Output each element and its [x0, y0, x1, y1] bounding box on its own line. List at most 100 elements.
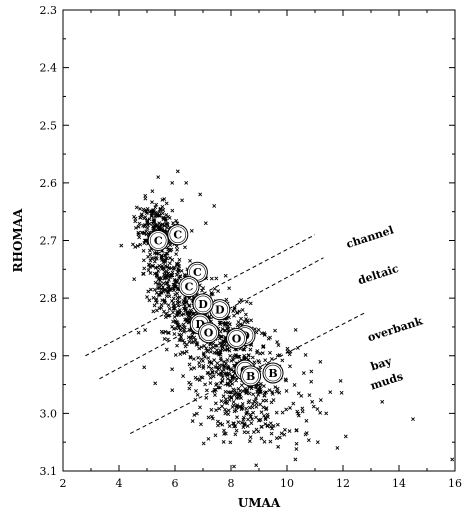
x-tick-label: 16 [448, 477, 462, 490]
data-point [218, 385, 222, 390]
data-point [244, 356, 249, 361]
data-point [218, 341, 222, 346]
data-point [245, 388, 250, 392]
data-point [275, 353, 280, 358]
y-tick-label: 2.6 [40, 177, 58, 190]
data-point [241, 425, 246, 430]
data-point [166, 266, 171, 271]
data-point [284, 407, 289, 412]
data-point [245, 430, 250, 435]
data-point [152, 259, 157, 264]
data-point [211, 341, 216, 346]
data-point [208, 342, 213, 347]
x-tick-label: 2 [60, 477, 67, 490]
data-point [268, 424, 273, 429]
data-point [234, 428, 239, 433]
data-point [300, 406, 305, 411]
data-point [257, 418, 262, 423]
data-point [204, 395, 209, 400]
data-point [219, 371, 224, 376]
data-point [176, 312, 181, 317]
data-point [240, 308, 245, 312]
data-point [183, 308, 188, 313]
data-point [151, 309, 156, 314]
data-point [274, 410, 279, 415]
data-point [335, 446, 340, 450]
data-point [295, 409, 300, 414]
data-point [209, 361, 214, 366]
data-point [156, 277, 161, 282]
data-point [149, 287, 153, 292]
data-point [167, 330, 171, 335]
data-point [148, 271, 153, 276]
data-point [275, 386, 280, 391]
data-point [247, 399, 252, 403]
data-point [166, 214, 171, 219]
data-point [211, 345, 216, 350]
data-point [294, 428, 299, 432]
data-point [176, 303, 181, 308]
data-point [158, 207, 163, 212]
data-point [134, 205, 139, 210]
data-point [268, 350, 272, 355]
data-point [276, 444, 281, 449]
data-point [303, 353, 308, 357]
data-point [206, 356, 211, 360]
data-point [163, 253, 168, 258]
data-point [175, 298, 180, 303]
data-point [294, 447, 299, 451]
data-point [152, 287, 157, 292]
data-point [147, 298, 152, 303]
data-point [244, 390, 249, 394]
data-point [303, 432, 308, 437]
data-point [172, 306, 177, 311]
data-point [258, 351, 263, 356]
data-point [287, 352, 292, 357]
data-point [188, 355, 193, 360]
data-point [222, 328, 227, 333]
data-point [174, 326, 178, 331]
data-point [177, 295, 182, 300]
data-point [214, 408, 219, 413]
data-point [293, 457, 298, 462]
data-point [212, 286, 217, 291]
data-point [167, 261, 172, 266]
data-point [200, 375, 205, 380]
data-point [249, 421, 254, 426]
data-point [141, 248, 146, 253]
data-point [214, 383, 218, 387]
data-point [209, 366, 214, 371]
data-point [242, 422, 247, 427]
data-point [166, 303, 171, 307]
data-point [252, 399, 257, 404]
data-point [223, 431, 228, 436]
data-point [158, 282, 162, 286]
data-point [218, 329, 223, 334]
data-point [259, 436, 264, 441]
data-point [166, 289, 171, 294]
data-point [225, 401, 230, 406]
data-point [189, 367, 193, 371]
data-point [240, 405, 245, 410]
data-point [138, 242, 143, 247]
data-point [269, 357, 274, 362]
data-point [294, 441, 299, 446]
data-point [167, 306, 172, 311]
data-point [230, 404, 235, 409]
data-point [157, 293, 162, 297]
data-point [220, 327, 225, 331]
data-point [164, 222, 168, 226]
data-point [142, 365, 147, 370]
labeled-point-inner-ring [189, 263, 206, 281]
data-point [214, 351, 219, 355]
data-point [233, 424, 238, 429]
data-point [221, 368, 226, 372]
data-point [178, 274, 183, 279]
data-point [261, 398, 266, 403]
data-point [159, 287, 164, 292]
labeled-point-inner-ring [149, 232, 167, 249]
data-point [311, 404, 316, 409]
data-point [214, 276, 219, 281]
zone-annotation: muds [369, 370, 405, 393]
data-point [262, 331, 267, 336]
